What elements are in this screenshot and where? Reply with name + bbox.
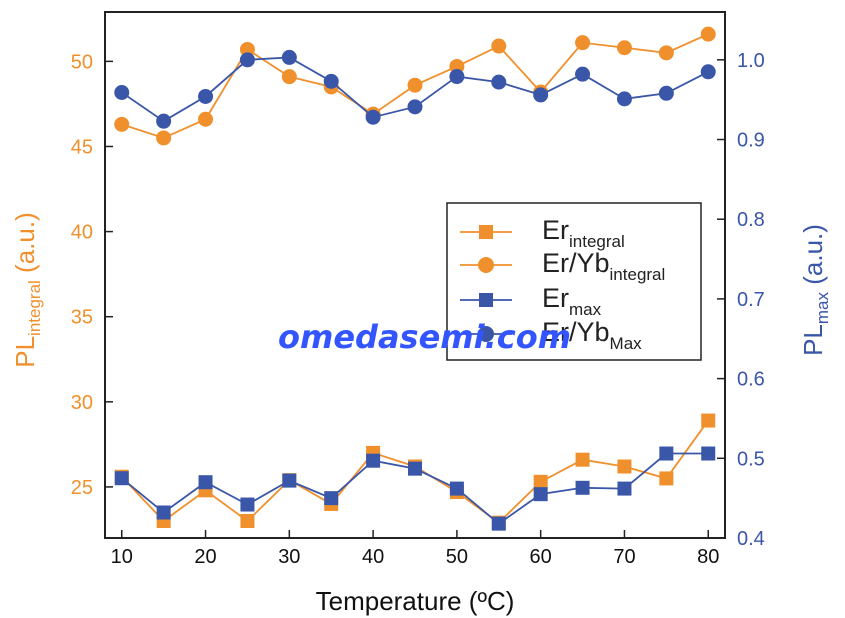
y-left-tick-label-3: 40	[71, 222, 93, 244]
y-right-tick-label-0: 0.4	[737, 528, 765, 550]
series-1-point-4	[281, 69, 297, 85]
series-0-point-12	[617, 459, 632, 474]
series-3-point-4	[281, 49, 297, 65]
series-0-point-14	[701, 413, 716, 428]
series-0-point-10	[533, 474, 548, 489]
legend-marker-circle-icon	[478, 326, 494, 342]
series-2-point-8	[449, 481, 464, 496]
y-right-tick-label-3: 0.7	[737, 289, 765, 311]
series-2-point-2	[198, 475, 213, 490]
x-tick-label-7: 80	[697, 546, 719, 568]
legend-item-3: Er/YbMax	[460, 317, 642, 353]
legend-label-2: Ermax	[542, 283, 602, 319]
series-3-point-7	[407, 99, 423, 115]
y-left-tick-label-2: 35	[71, 307, 93, 329]
series-2-point-9	[491, 516, 506, 531]
series-3-point-6	[365, 109, 381, 125]
legend-item-1: Er/Ybintegral	[460, 248, 665, 284]
series-1	[114, 26, 716, 146]
legend-label-1: Er/Ybintegral	[542, 248, 665, 284]
series-3-point-0	[114, 84, 130, 100]
series-3-point-3	[239, 52, 255, 68]
y-axis-left-title: PLintegral (a.u.)	[10, 212, 44, 368]
y-axis-right-title: PLmax (a.u.)	[798, 224, 832, 356]
series-1-point-7	[407, 77, 423, 93]
y-left-tick-label-5: 50	[71, 51, 93, 73]
y-left-tick-label-1: 30	[71, 392, 93, 414]
series-0-point-13	[659, 471, 674, 486]
x-tick-label-6: 70	[613, 546, 635, 568]
series-1-point-0	[114, 116, 130, 132]
series-0-point-3	[240, 513, 255, 528]
x-axis: 10 20 30 40 50 60 70 80	[111, 530, 719, 568]
series-3-point-9	[491, 74, 507, 90]
series-2-point-4	[282, 473, 297, 488]
x-tick-label-5: 60	[530, 546, 552, 568]
series-1-point-14	[700, 26, 716, 42]
watermark-text: omedasemi.com	[278, 318, 571, 356]
plot-frame	[104, 11, 726, 539]
y-right-tick-label-1: 0.5	[737, 448, 765, 470]
series-3-point-5	[323, 73, 339, 89]
y-left-tick-label-0: 25	[71, 477, 93, 499]
series-3	[114, 49, 716, 129]
legend: Erintegral Er/Ybintegral Ermax Er/YbMax	[446, 202, 702, 361]
series-layer	[114, 26, 716, 531]
x-tick-label-4: 50	[446, 546, 468, 568]
legend-marker-square-icon	[479, 225, 493, 239]
series-1-point-13	[658, 45, 674, 61]
x-tick-label-3: 40	[362, 546, 384, 568]
legend-label-0: Erintegral	[542, 215, 625, 251]
series-1-point-11	[575, 35, 591, 51]
series-2-point-12	[617, 481, 632, 496]
series-2-point-10	[533, 487, 548, 502]
series-1-point-12	[616, 40, 632, 56]
series-2-point-6	[366, 453, 381, 468]
x-tick-label-0: 10	[111, 546, 133, 568]
series-1-point-1	[156, 130, 172, 146]
series-3-point-10	[533, 87, 549, 103]
x-axis-title: Temperature (ºC)	[316, 586, 515, 616]
legend-marker-circle-icon	[478, 257, 494, 273]
series-2	[114, 446, 716, 531]
series-3-point-11	[575, 66, 591, 82]
series-3-point-2	[198, 88, 214, 104]
series-2-point-1	[156, 505, 171, 520]
series-2-point-13	[659, 446, 674, 461]
legend-item-0: Erintegral	[460, 215, 625, 251]
y-right-tick-label-6: 1.0	[737, 50, 765, 72]
series-2-point-11	[575, 480, 590, 495]
x-tick-label-1: 20	[194, 546, 216, 568]
y-right-tick-label-2: 0.6	[737, 369, 765, 391]
series-1-point-2	[198, 111, 214, 127]
series-0-point-11	[575, 452, 590, 467]
series-2-point-3	[240, 497, 255, 512]
series-2-point-5	[324, 491, 339, 506]
x-tick-label-2: 30	[278, 546, 300, 568]
y-right-tick-label-4: 0.8	[737, 209, 765, 231]
series-3-point-8	[449, 69, 465, 85]
legend-marker-square-icon	[479, 293, 493, 307]
y-right-tick-label-5: 0.9	[737, 130, 765, 152]
legend-label-3: Er/YbMax	[542, 317, 642, 353]
series-1-point-3	[239, 41, 255, 57]
series-3-point-1	[156, 113, 172, 129]
y-axis-right: 0.4 0.5 0.6 0.7 0.8 0.9 1.0	[717, 50, 765, 550]
series-1-point-9	[491, 38, 507, 54]
series-3-point-14	[700, 64, 716, 80]
y-left-tick-label-4: 45	[71, 136, 93, 158]
series-3-point-13	[658, 85, 674, 101]
y-axis-left: 25 30 35 40 45 50	[71, 51, 113, 499]
series-2-point-14	[701, 446, 716, 461]
series-2-point-0	[114, 471, 129, 486]
legend-item-2: Ermax	[460, 283, 602, 319]
series-2-point-7	[408, 461, 422, 476]
series-3-point-12	[616, 91, 632, 107]
